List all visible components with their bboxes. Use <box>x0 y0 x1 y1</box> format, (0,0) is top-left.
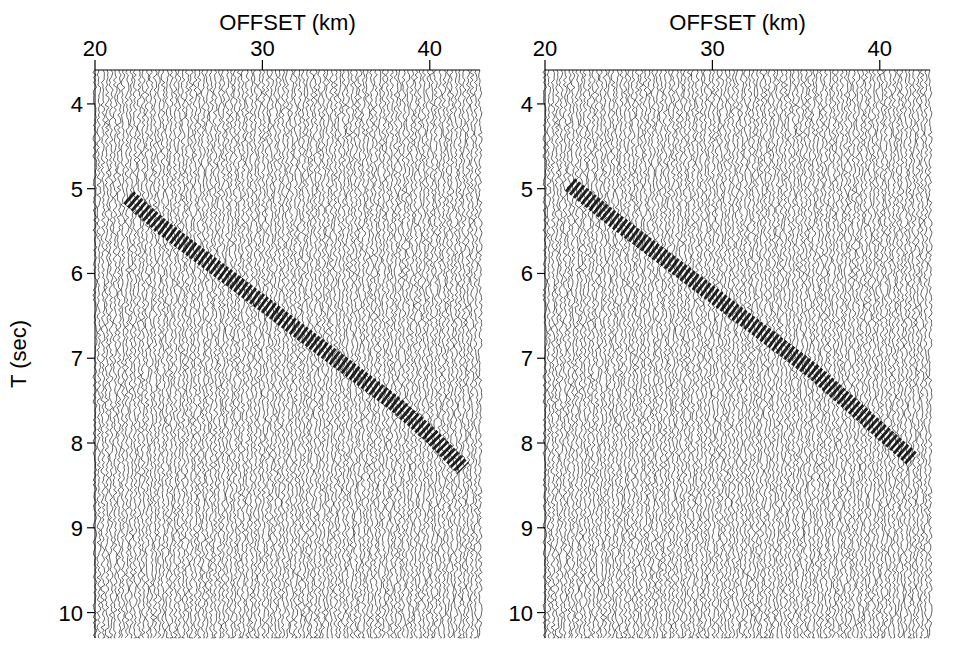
y-tick-label: 6 <box>521 261 533 286</box>
x-tick-label: 20 <box>83 36 107 61</box>
y-axis-line <box>95 70 96 638</box>
y-axis-title: T (sec) <box>6 320 31 388</box>
marks <box>570 184 913 460</box>
y-tick <box>537 612 545 613</box>
x-axis-title: OFFSET (km) <box>219 10 355 35</box>
x-tick-label: 40 <box>868 36 892 61</box>
y-tick-label: 4 <box>71 92 83 117</box>
x-tick <box>429 60 430 70</box>
y-tick-label: 4 <box>521 92 533 117</box>
y-tick <box>537 273 545 274</box>
y-tick <box>87 612 95 613</box>
arrival <box>570 184 913 460</box>
y-tick <box>537 527 545 528</box>
y-tick-label: 8 <box>71 431 83 456</box>
x-axis-line <box>95 70 480 71</box>
y-tick <box>87 103 95 104</box>
y-tick <box>537 442 545 443</box>
y-tick-label: 7 <box>71 346 83 371</box>
y-tick <box>87 358 95 359</box>
noise-traces <box>93 70 482 638</box>
x-tick <box>879 60 880 70</box>
x-tick <box>544 60 545 70</box>
x-axis-title: OFFSET (km) <box>669 10 805 35</box>
y-tick <box>537 188 545 189</box>
y-tick <box>87 442 95 443</box>
x-tick-label: 30 <box>250 36 274 61</box>
x-axis-line <box>545 70 930 71</box>
y-tick <box>87 527 95 528</box>
y-tick-label: 7 <box>521 346 533 371</box>
panel: OFFSET (km) 20 30 40 4 5 6 7 8 9 10 T (sec) <box>6 10 482 638</box>
y-tick-label: 9 <box>71 516 83 541</box>
y-tick-label: 10 <box>59 601 83 626</box>
y-tick-label: 10 <box>509 601 533 626</box>
y-axis-line <box>545 70 546 638</box>
x-tick-label: 20 <box>533 36 557 61</box>
y-tick <box>87 188 95 189</box>
y-tick <box>87 273 95 274</box>
y-tick <box>537 103 545 104</box>
panel: OFFSET (km) 20 30 40 4 5 6 7 8 9 10 <box>509 10 932 638</box>
noise-traces <box>543 70 932 638</box>
arrival <box>129 197 464 468</box>
x-tick <box>262 60 263 70</box>
figure: OFFSET (km)20304045678910T (sec)OFFSET (… <box>0 0 976 650</box>
y-tick-label: 8 <box>521 431 533 456</box>
y-tick <box>537 358 545 359</box>
marks <box>129 197 464 468</box>
x-tick-label: 30 <box>700 36 724 61</box>
y-tick-label: 9 <box>521 516 533 541</box>
x-tick <box>94 60 95 70</box>
y-tick-label: 5 <box>71 177 83 202</box>
x-tick <box>712 60 713 70</box>
x-tick-label: 40 <box>418 36 442 61</box>
y-tick-label: 6 <box>71 261 83 286</box>
y-tick-label: 5 <box>521 177 533 202</box>
